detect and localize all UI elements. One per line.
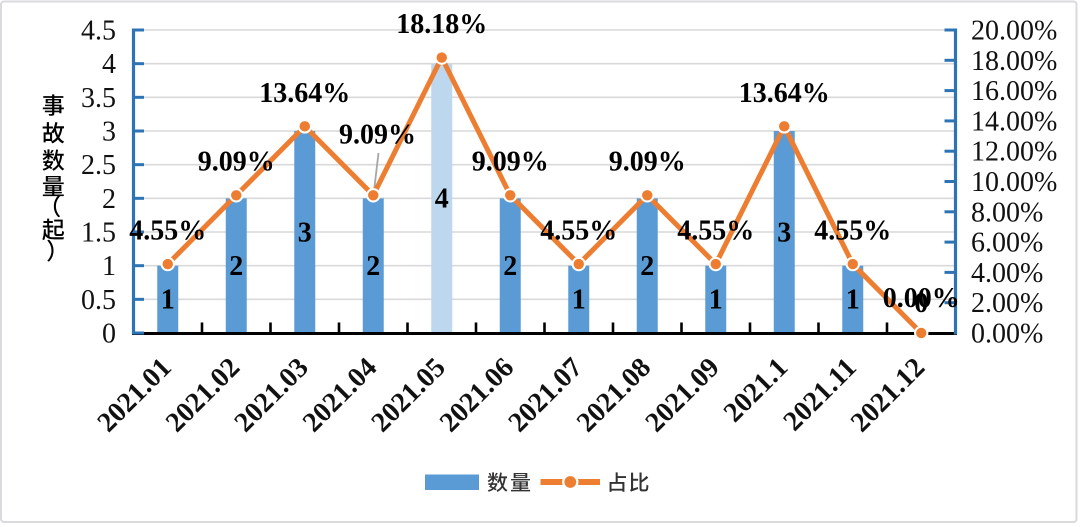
svg-text:3: 3 (102, 117, 116, 148)
svg-text:16.00%: 16.00% (971, 76, 1057, 107)
svg-text:4.55%: 4.55% (677, 216, 754, 247)
svg-text:1: 1 (709, 285, 723, 316)
svg-text:2: 2 (229, 251, 243, 282)
svg-text:4.5: 4.5 (81, 16, 116, 47)
svg-text:2: 2 (102, 184, 116, 215)
svg-text:6.00%: 6.00% (971, 228, 1043, 259)
svg-text:1: 1 (846, 285, 860, 316)
svg-text:9.09%: 9.09% (339, 120, 416, 151)
svg-text:0: 0 (102, 319, 116, 350)
svg-text:1: 1 (161, 285, 175, 316)
svg-text:4: 4 (102, 49, 116, 80)
svg-text:0.00%: 0.00% (883, 283, 960, 314)
svg-text:1: 1 (102, 251, 116, 282)
svg-text:12.00%: 12.00% (971, 137, 1057, 168)
svg-text:4.55%: 4.55% (540, 216, 617, 247)
svg-text:3.5: 3.5 (81, 83, 116, 114)
svg-text:2: 2 (640, 251, 654, 282)
svg-text:2: 2 (366, 251, 380, 282)
svg-text:8.00%: 8.00% (971, 197, 1043, 228)
svg-text:3: 3 (777, 217, 791, 248)
svg-text:18.00%: 18.00% (971, 46, 1057, 77)
svg-text:9.09%: 9.09% (198, 147, 275, 178)
svg-text:9.09%: 9.09% (609, 147, 686, 178)
svg-text:13.64%: 13.64% (739, 78, 830, 109)
svg-text:0.00%: 0.00% (971, 319, 1043, 350)
svg-text:0: 0 (914, 288, 928, 319)
svg-text:3: 3 (298, 217, 312, 248)
svg-text:0.5: 0.5 (81, 285, 116, 316)
svg-text:4.00%: 4.00% (971, 258, 1043, 289)
svg-text:20.00%: 20.00% (971, 16, 1057, 47)
svg-text:18.18%: 18.18% (396, 9, 487, 40)
svg-text:9.09%: 9.09% (472, 147, 549, 178)
svg-text:4.55%: 4.55% (129, 216, 206, 247)
svg-text:13.64%: 13.64% (259, 78, 350, 109)
svg-text:2.5: 2.5 (81, 150, 116, 181)
svg-text:14.00%: 14.00% (971, 106, 1057, 137)
svg-text:1.5: 1.5 (81, 218, 116, 249)
svg-text:4: 4 (435, 184, 449, 215)
svg-text:10.00%: 10.00% (971, 167, 1057, 198)
svg-text:2.00%: 2.00% (971, 288, 1043, 319)
svg-text:2: 2 (503, 251, 517, 282)
svg-text:1: 1 (572, 285, 586, 316)
svg-text:4.55%: 4.55% (814, 216, 891, 247)
